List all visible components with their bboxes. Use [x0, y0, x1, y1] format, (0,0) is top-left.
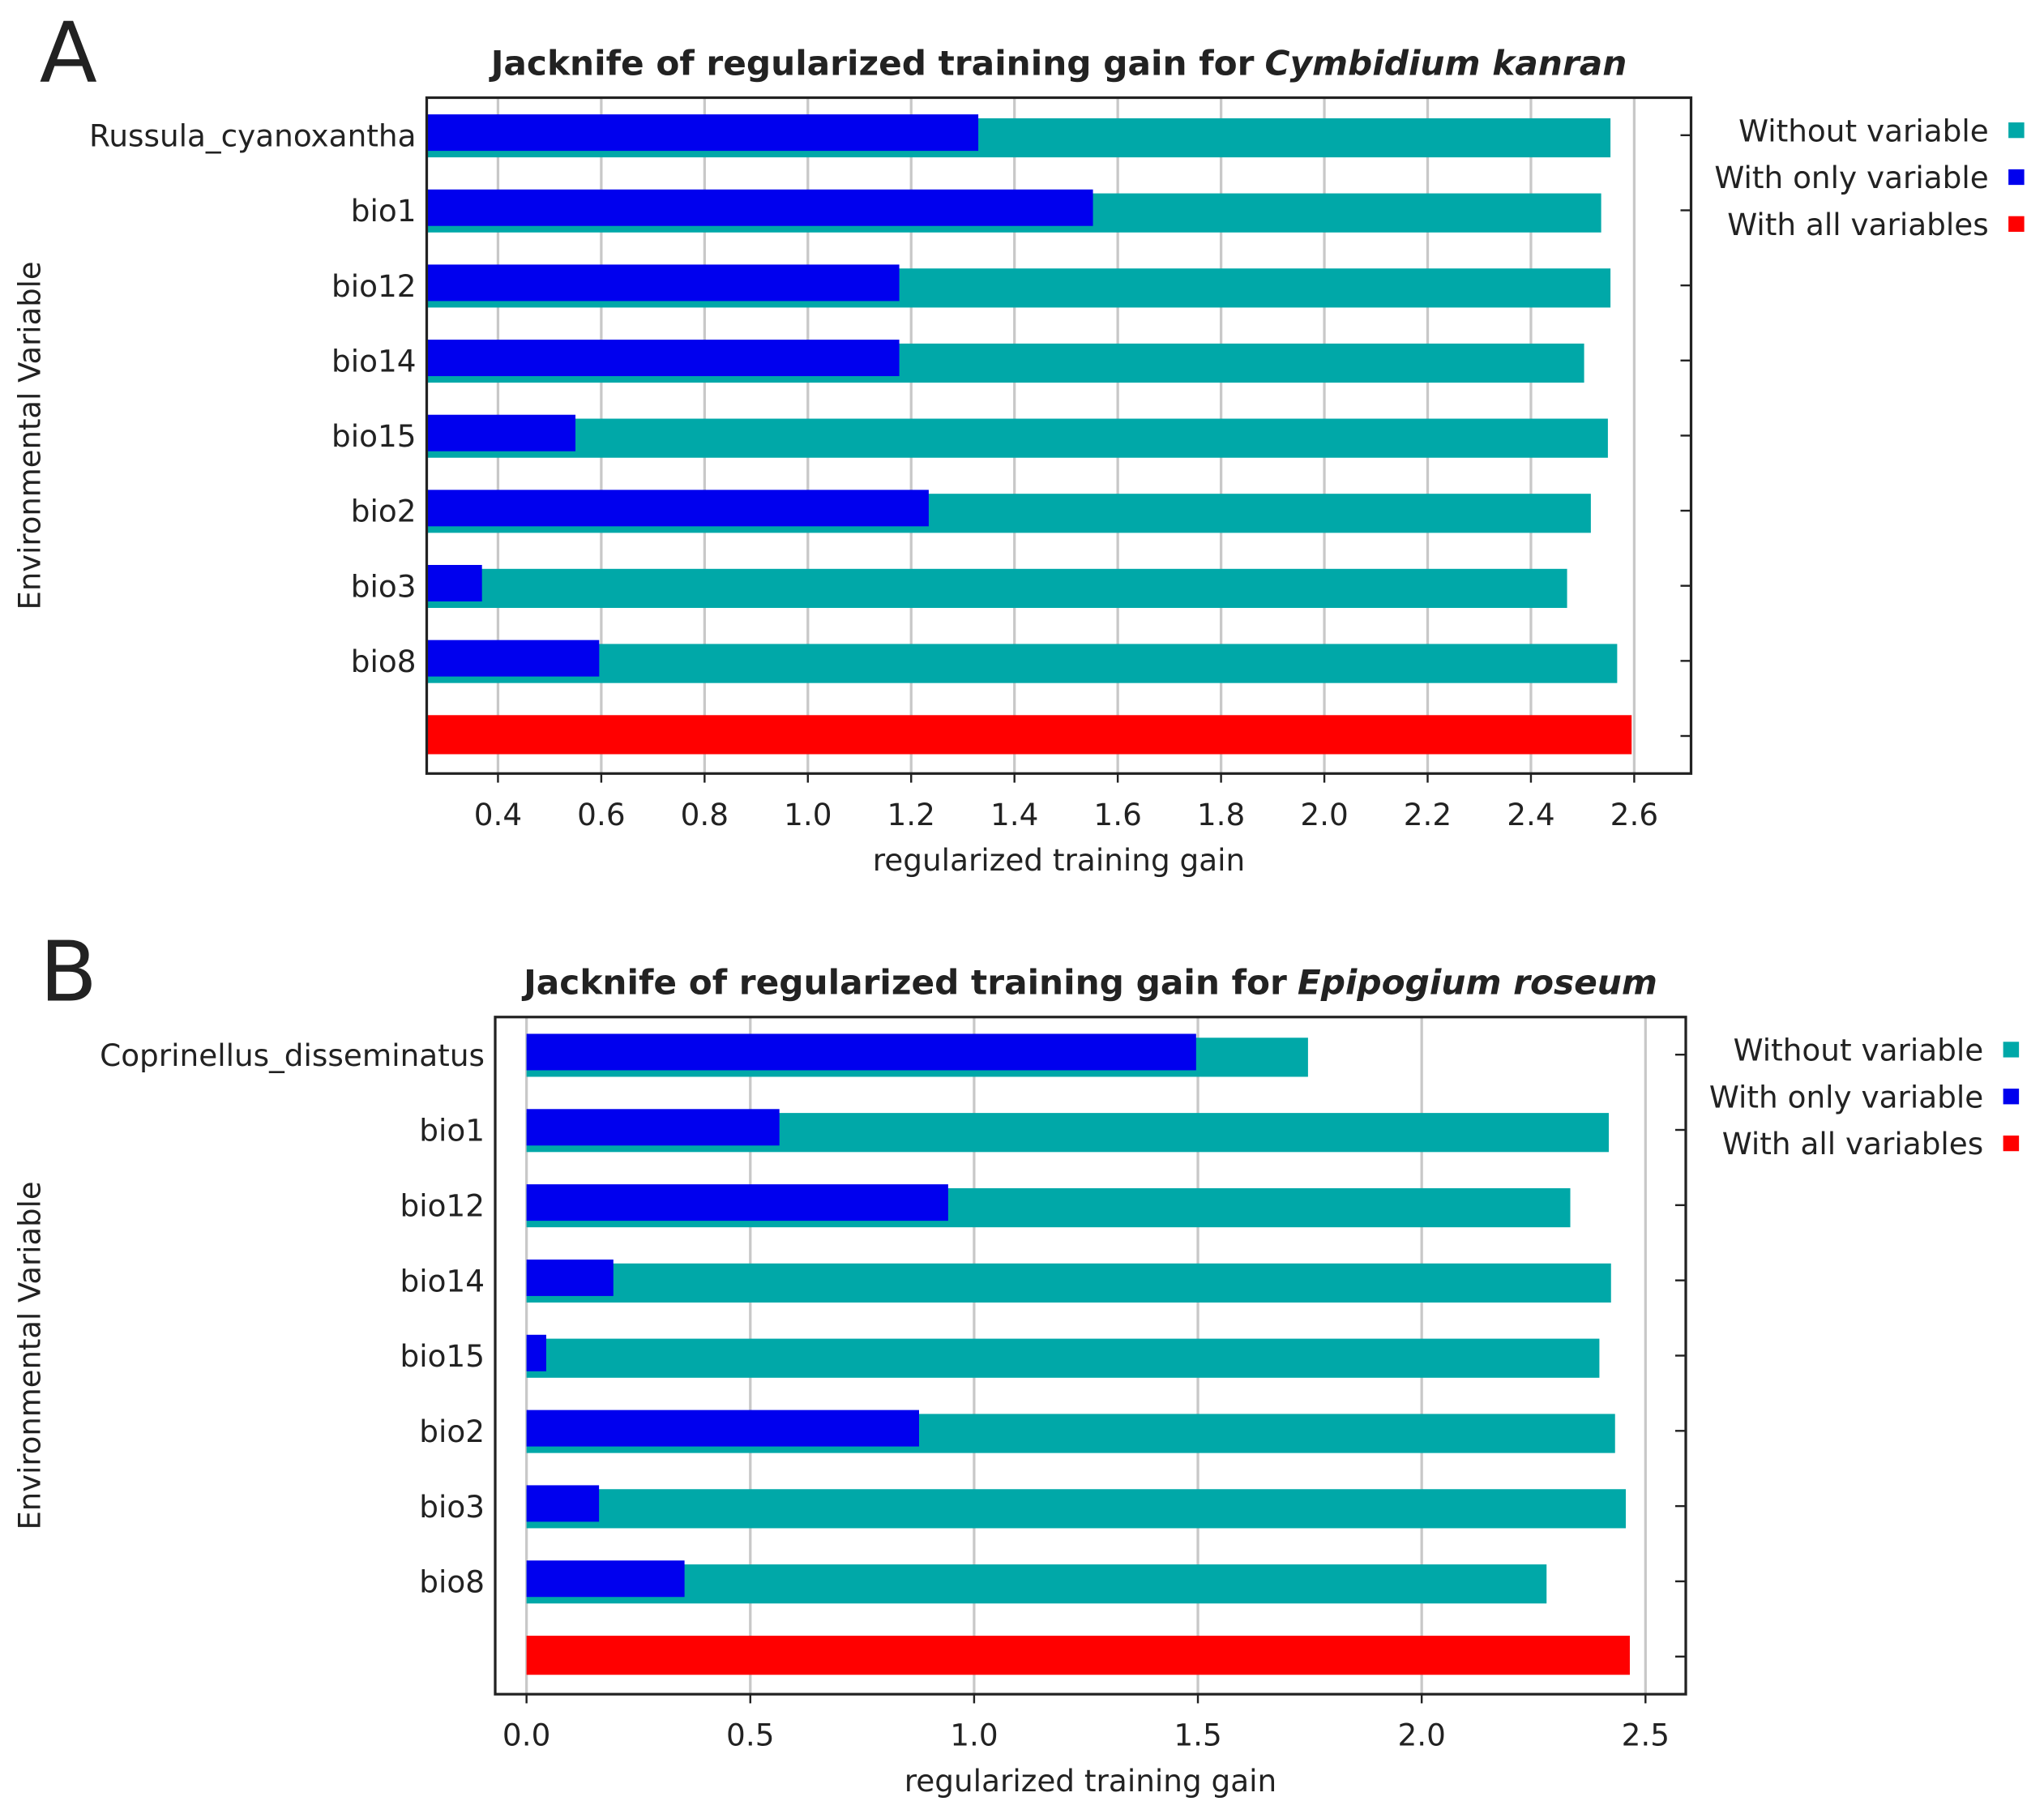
x-tick-label: 1.5 [1174, 1718, 1221, 1753]
bar [526, 1259, 614, 1296]
bar [426, 189, 1093, 226]
bar [526, 1338, 1600, 1378]
x-axis-label: regularized training gain [873, 843, 1245, 878]
title-species: Cymbidium kanran [1264, 43, 1627, 83]
y-tick-label: bio14 [331, 344, 417, 379]
bar [526, 1184, 948, 1221]
legend-swatch [2003, 1089, 2020, 1105]
bar [526, 1560, 685, 1598]
plot-frame [425, 96, 1693, 775]
y-tick-label: bio2 [351, 494, 417, 529]
y-tick-label: bio8 [419, 1565, 485, 1600]
y-tick-label: bio12 [400, 1189, 485, 1224]
legend-swatch [2008, 216, 2025, 232]
y-tick-label: bio15 [400, 1339, 485, 1374]
panel-label: A [40, 5, 97, 101]
bar [426, 340, 900, 377]
y-axis-label: Environmental Variable [12, 1181, 47, 1529]
y-tick-label: bio1 [351, 194, 417, 229]
chart-panel: A Jacknife of regularized training gain f… [12, 5, 2025, 878]
legend-swatch [2008, 122, 2025, 139]
y-tick-label: Russula_cyanoxantha [89, 119, 416, 154]
x-tick-label: 2.4 [1507, 798, 1554, 832]
x-tick-label: 0.6 [577, 798, 625, 832]
bar [426, 418, 1608, 458]
y-tick-label: bio3 [419, 1490, 485, 1525]
x-tick-label: 1.4 [990, 798, 1038, 832]
bar [526, 1263, 1611, 1303]
legend-swatch [2003, 1042, 2020, 1058]
x-tick-label: 2.0 [1397, 1718, 1445, 1753]
bar [526, 1485, 600, 1522]
bar [526, 1636, 1630, 1675]
x-tick-label: 1.0 [784, 798, 832, 832]
x-tick-label: 2.6 [1610, 798, 1658, 832]
bar [426, 568, 1567, 609]
x-tick-label: 0.0 [502, 1718, 550, 1753]
legend-label: With only variable [1709, 1080, 1983, 1115]
x-tick-label: 1.0 [950, 1718, 998, 1753]
bar [426, 715, 1632, 755]
y-tick-label: bio2 [419, 1414, 485, 1449]
x-tick-label: 0.8 [681, 798, 729, 832]
y-tick-label: bio8 [351, 644, 417, 679]
legend-label: Without variable [1734, 1033, 1984, 1068]
y-axis-label: Environmental Variable [12, 261, 47, 610]
bar [526, 1410, 919, 1447]
chart-title: Jacknife of regularized training gain fo… [489, 43, 1627, 83]
bar [426, 414, 576, 451]
y-tick-label: bio14 [400, 1264, 485, 1298]
x-axis-label: regularized training gain [904, 1764, 1276, 1799]
legend-label: With all variables [1722, 1127, 1983, 1162]
bar [526, 1033, 1196, 1071]
x-tick-label: 1.2 [887, 798, 935, 832]
y-tick-label: bio12 [331, 269, 417, 304]
x-tick-label: 2.5 [1622, 1718, 1670, 1753]
title-text: Jacknife of regularized training gain fo… [489, 43, 1255, 83]
bar [526, 1489, 1626, 1529]
bar [526, 1564, 1547, 1604]
y-tick-label: bio15 [331, 419, 417, 454]
bar [426, 640, 600, 677]
bar [426, 564, 482, 601]
bar [526, 1334, 546, 1371]
bar [426, 644, 1618, 683]
bar [526, 1109, 780, 1146]
x-tick-label: 0.5 [726, 1718, 774, 1753]
bar [426, 490, 929, 527]
legend-label: With only variable [1714, 160, 1988, 195]
chart-title: Jacknife of regularized training gain fo… [521, 962, 1657, 1002]
title-species: Epipogium roseum [1298, 962, 1657, 1002]
legend-label: Without variable [1738, 114, 1989, 149]
y-tick-label: bio1 [419, 1114, 485, 1149]
x-tick-label: 2.0 [1300, 798, 1348, 832]
bar [426, 264, 900, 302]
x-tick-label: 0.4 [474, 798, 522, 832]
y-tick-label: Coprinellus_disseminatus [100, 1038, 485, 1073]
bar [426, 114, 979, 152]
x-tick-label: 2.2 [1404, 798, 1452, 832]
x-tick-label: 1.8 [1197, 798, 1245, 832]
chart-panel: B Jacknife of regularized training gain f… [12, 924, 2020, 1799]
legend-swatch [2003, 1135, 2020, 1152]
plot-frame [494, 1016, 1687, 1696]
legend-swatch [2008, 169, 2025, 186]
x-tick-label: 1.6 [1093, 798, 1141, 832]
legend-label: With all variables [1727, 207, 1988, 242]
y-tick-label: bio3 [351, 570, 417, 605]
title-text: Jacknife of regularized training gain fo… [521, 962, 1287, 1002]
panel-label: B [40, 924, 97, 1020]
